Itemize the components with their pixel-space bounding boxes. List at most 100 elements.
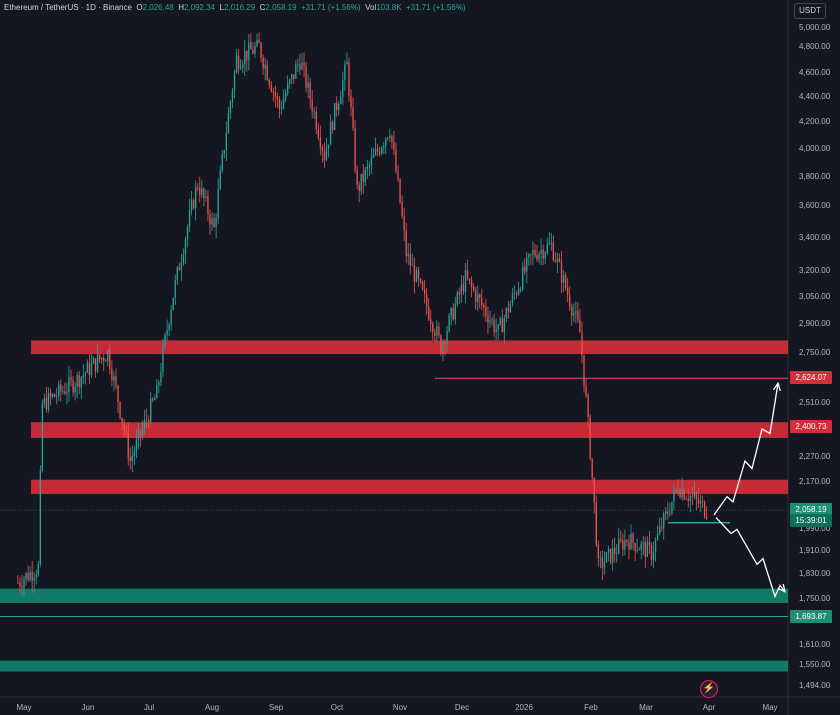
currency-button[interactable]: USDT (794, 3, 826, 19)
candle (266, 60, 268, 81)
candle (526, 251, 528, 284)
candle (123, 418, 125, 438)
candle (558, 253, 561, 263)
resistance-zone-2 (31, 422, 788, 438)
candle (152, 397, 154, 403)
candle (291, 73, 293, 85)
candle (225, 121, 228, 161)
candle (673, 482, 675, 511)
candle (454, 296, 456, 325)
candle (37, 560, 39, 577)
candle (589, 414, 591, 461)
candle (399, 178, 401, 205)
candle (235, 48, 238, 74)
candle (376, 143, 379, 156)
candle (581, 321, 583, 364)
candle (489, 310, 491, 328)
candle (23, 575, 25, 598)
candle (340, 90, 342, 105)
candle (172, 297, 174, 311)
candle (223, 149, 225, 159)
candle (221, 149, 223, 174)
candle (207, 190, 209, 222)
candle (703, 500, 706, 519)
candle (436, 320, 438, 343)
candle (665, 506, 667, 521)
candle (344, 60, 346, 91)
candle (303, 52, 305, 78)
candle (462, 275, 465, 295)
x-tick-label: Jul (144, 703, 154, 712)
candle (246, 50, 248, 72)
candle (248, 34, 250, 71)
candle (611, 539, 614, 571)
candle (350, 89, 352, 117)
candle (209, 209, 211, 235)
candle (513, 285, 516, 301)
candle (479, 292, 481, 309)
y-tick-label: 4,600.00 (799, 68, 831, 77)
candle (348, 57, 350, 102)
candle (630, 524, 632, 551)
candle (419, 277, 422, 285)
candle (156, 379, 158, 399)
close-value: 2,058.19 (265, 3, 297, 12)
candle (307, 74, 309, 98)
candle (519, 286, 522, 293)
candle (82, 364, 84, 385)
candle (301, 52, 303, 71)
candle (564, 272, 567, 291)
candle (60, 379, 62, 402)
candle (681, 477, 683, 501)
candle (466, 259, 469, 281)
candle (393, 130, 395, 156)
candle (432, 321, 434, 341)
candle (295, 60, 297, 79)
x-tick-label: Aug (205, 703, 219, 712)
y-tick-label: 3,050.00 (799, 292, 831, 301)
candle (233, 69, 236, 99)
candle (39, 465, 42, 568)
candle (213, 213, 215, 228)
candle (636, 538, 638, 553)
candle (137, 423, 140, 450)
candle (289, 78, 291, 89)
symbol-title[interactable]: Ethereum / TetherUS · 1D · Binance (4, 3, 132, 12)
candle (595, 495, 597, 548)
candle (145, 408, 148, 429)
candle (423, 280, 426, 304)
candle (656, 525, 659, 542)
candle (501, 309, 503, 333)
y-tick-label: 1,910.00 (799, 546, 831, 555)
candle (329, 114, 332, 145)
candle (336, 96, 338, 118)
candle (693, 481, 696, 500)
candle (391, 134, 393, 150)
candle (58, 380, 60, 402)
candle (368, 161, 371, 177)
candle (699, 494, 702, 513)
candle (262, 54, 264, 75)
candle (389, 128, 391, 142)
lightning-replay-icon[interactable]: ⚡ (700, 680, 718, 698)
candle (321, 144, 324, 163)
candle (338, 100, 340, 116)
candle (107, 348, 109, 367)
low-label: L (219, 3, 225, 12)
candle (64, 382, 66, 396)
candle (276, 92, 279, 108)
candle (364, 166, 366, 187)
y-tick-label: 1,990.00 (799, 524, 831, 533)
candle (675, 488, 677, 494)
candle (372, 147, 375, 159)
candle (609, 548, 612, 565)
candle (658, 517, 661, 536)
candle (164, 332, 166, 350)
candle (362, 164, 364, 194)
candle (695, 490, 698, 511)
candle (299, 53, 301, 75)
candle (180, 253, 183, 281)
projection-up-arrow-arrowhead (772, 381, 781, 392)
candle (522, 261, 524, 292)
